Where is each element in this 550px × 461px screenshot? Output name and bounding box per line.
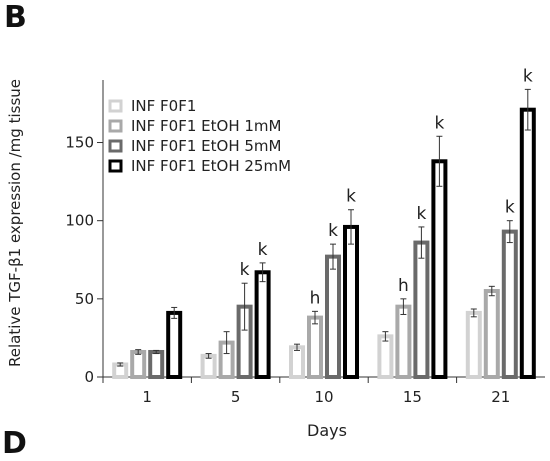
- bar-inf-f0f1-etoh-25mm: [431, 159, 448, 379]
- bar-inf-f0f1-etoh-1mm: [307, 315, 323, 380]
- bar-inf-f0f1-etoh-25mm: [166, 310, 183, 379]
- bar-inf-f0f1-etoh-5mm: [413, 240, 430, 379]
- bar-inf-f0f1-etoh-25mm: [254, 270, 271, 380]
- bar-inf-f0f1-etoh-1mm: [483, 289, 500, 379]
- bar-inf-f0f1-etoh-1mm: [395, 304, 412, 379]
- bar-inf-f0f1: [200, 353, 217, 379]
- y-tick-label: 50: [75, 290, 94, 308]
- bar-inf-f0f1-etoh-25mm: [519, 107, 536, 379]
- legend-swatch: [108, 159, 123, 173]
- bar-inf-f0f1-etoh-5mm: [325, 254, 341, 379]
- x-tick-label: 1: [142, 388, 152, 406]
- significance-label: h: [310, 288, 321, 308]
- significance-label: k: [240, 260, 250, 280]
- significance-label: k: [416, 204, 426, 224]
- bar-inf-f0f1: [289, 345, 305, 379]
- x-tick-label: 10: [314, 388, 333, 406]
- legend-swatch: [108, 119, 123, 133]
- x-tick-label: 21: [491, 388, 510, 406]
- significance-label: k: [328, 221, 338, 241]
- legend-entry: INF F0F1: [131, 97, 196, 115]
- x-axis-label: Days: [307, 421, 347, 440]
- y-tick-label: 150: [65, 134, 94, 152]
- legend-swatch: [108, 139, 123, 153]
- bar-inf-f0f1-etoh-1mm: [130, 349, 147, 379]
- legend-entry: INF F0F1 EtOH 5mM: [131, 137, 281, 155]
- significance-label: k: [434, 113, 444, 133]
- bar-inf-f0f1-etoh-25mm: [343, 224, 359, 379]
- significance-label: k: [505, 198, 515, 218]
- y-tick-label: 0: [84, 368, 94, 386]
- bar-inf-f0f1-etoh-5mm: [501, 229, 518, 379]
- significance-label: h: [398, 276, 409, 296]
- x-tick-label: 15: [403, 388, 422, 406]
- significance-label: k: [346, 187, 356, 207]
- legend-entry: INF F0F1 EtOH 25mM: [131, 157, 291, 175]
- x-tick-label: 5: [231, 388, 241, 406]
- significance-label: k: [523, 66, 533, 86]
- legend-swatch: [108, 99, 123, 113]
- significance-label: k: [258, 240, 268, 260]
- bar-inf-f0f1: [377, 334, 394, 379]
- bar-inf-f0f1: [465, 310, 482, 379]
- legend-entry: INF F0F1 EtOH 1mM: [131, 117, 281, 135]
- chart-legend: INF F0F1 INF F0F1 EtOH 1mM INF F0F1 EtOH 5…: [108, 97, 291, 175]
- panel-label: B: [4, 0, 27, 35]
- y-axis-label: Relative TGF-β1 expression /mg tissue: [6, 79, 24, 367]
- y-tick-label: 100: [65, 212, 94, 230]
- bar-inf-f0f1-etoh-5mm: [148, 349, 165, 379]
